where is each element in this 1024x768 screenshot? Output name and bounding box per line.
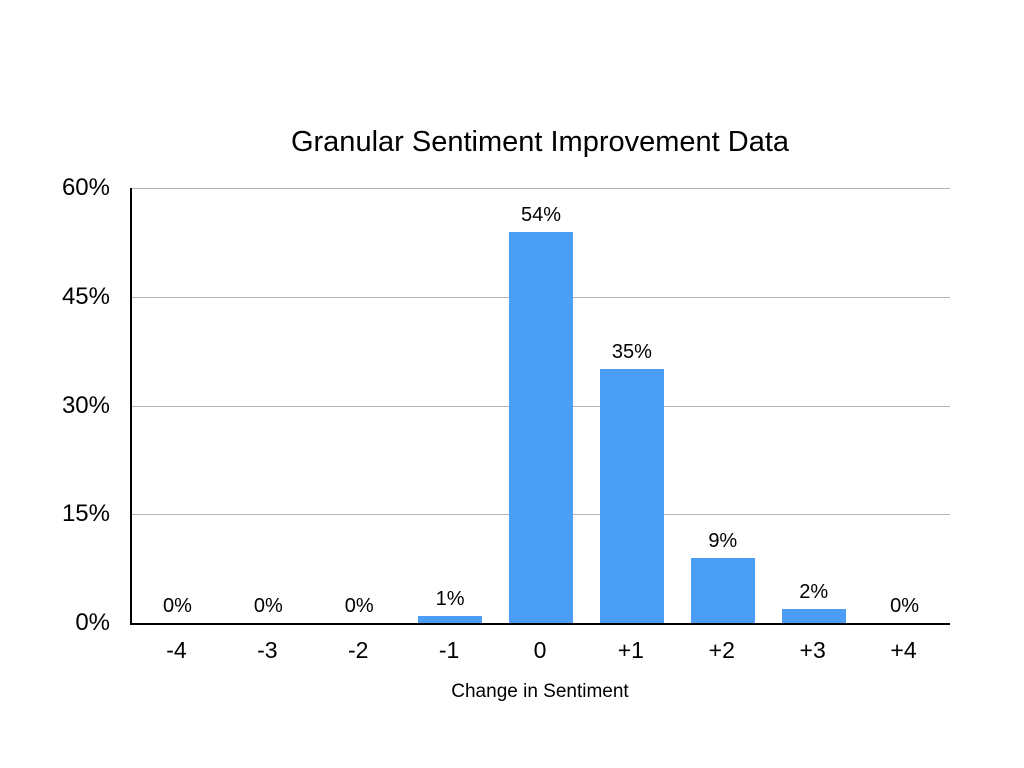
bar-value-label-0: 54% <box>520 203 562 226</box>
plot-area: 0% 0% 0% 1% 54% 35% 9% 2% 0% <box>130 188 950 625</box>
gridline-60% <box>132 188 950 189</box>
x-tick-label-0: 0 <box>533 637 547 663</box>
x-tick-label--3: -3 <box>257 637 278 663</box>
bar-value-label-+3: 2% <box>799 580 829 603</box>
y-tick-label-30%: 30% <box>61 391 110 419</box>
x-tick-label--1: -1 <box>438 637 460 663</box>
bar-value-label--1: 1% <box>435 587 465 610</box>
bar-value-label-+2: 9% <box>708 529 738 552</box>
x-tick-label-+4: +4 <box>890 637 917 663</box>
bar-0 <box>509 231 573 623</box>
bar--1 <box>418 615 483 623</box>
x-tick-label-+3: +3 <box>799 637 826 663</box>
bar-value-label-+1: 35% <box>611 341 652 364</box>
y-tick-label-45%: 45% <box>61 282 110 310</box>
x-tick-label--2: -2 <box>347 637 369 663</box>
bar-+2 <box>690 557 755 623</box>
x-axis-title: Change in Sentiment <box>451 681 629 702</box>
bar-+1 <box>599 369 664 623</box>
bar-value-label--4: 0% <box>162 595 192 617</box>
x-tick-label-+2: +2 <box>708 637 735 663</box>
chart-title: Granular Sentiment Improvement Data <box>290 126 790 158</box>
bar-value-label--3: 0% <box>253 595 283 617</box>
y-tick-label-0%: 0% <box>75 609 110 636</box>
bar-value-label-+4: 0% <box>890 595 919 617</box>
y-tick-label-15%: 15% <box>61 500 110 528</box>
x-tick-label--4: -4 <box>166 637 187 663</box>
x-tick-label-+1: +1 <box>617 637 644 663</box>
y-tick-label-60%: 60% <box>61 174 110 201</box>
bar-value-label--2: 0% <box>344 595 374 617</box>
bar-+3 <box>781 608 846 623</box>
